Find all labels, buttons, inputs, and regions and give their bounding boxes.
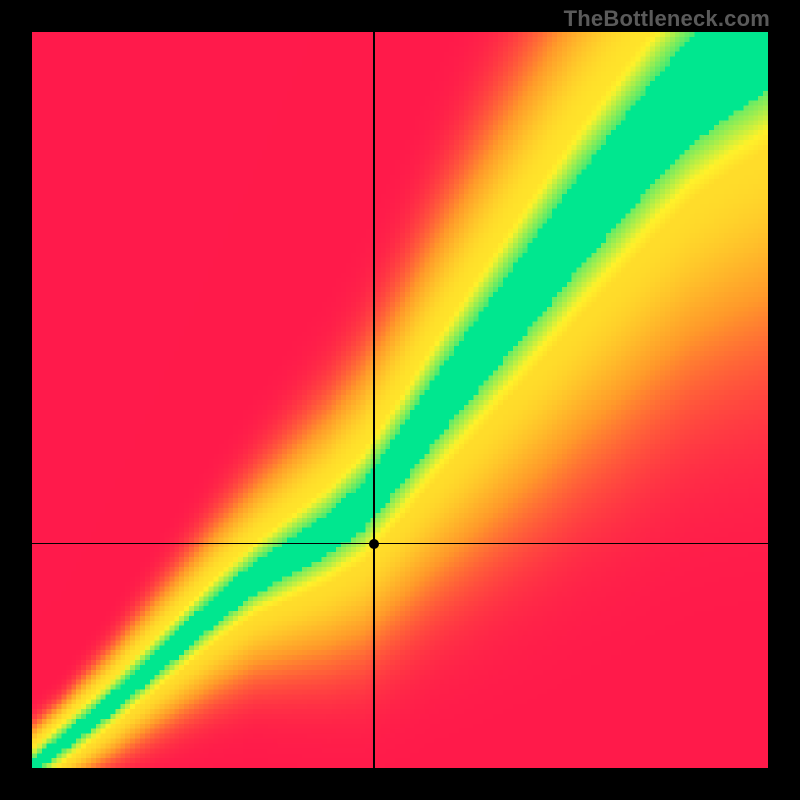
- crosshair-vertical: [373, 32, 375, 768]
- bottleneck-heatmap: [32, 32, 768, 768]
- chart-frame: { "watermark": { "text": "TheBottleneck.…: [0, 0, 800, 800]
- crosshair-marker: [369, 539, 379, 549]
- watermark-text: TheBottleneck.com: [564, 6, 770, 32]
- crosshair-horizontal: [32, 543, 768, 545]
